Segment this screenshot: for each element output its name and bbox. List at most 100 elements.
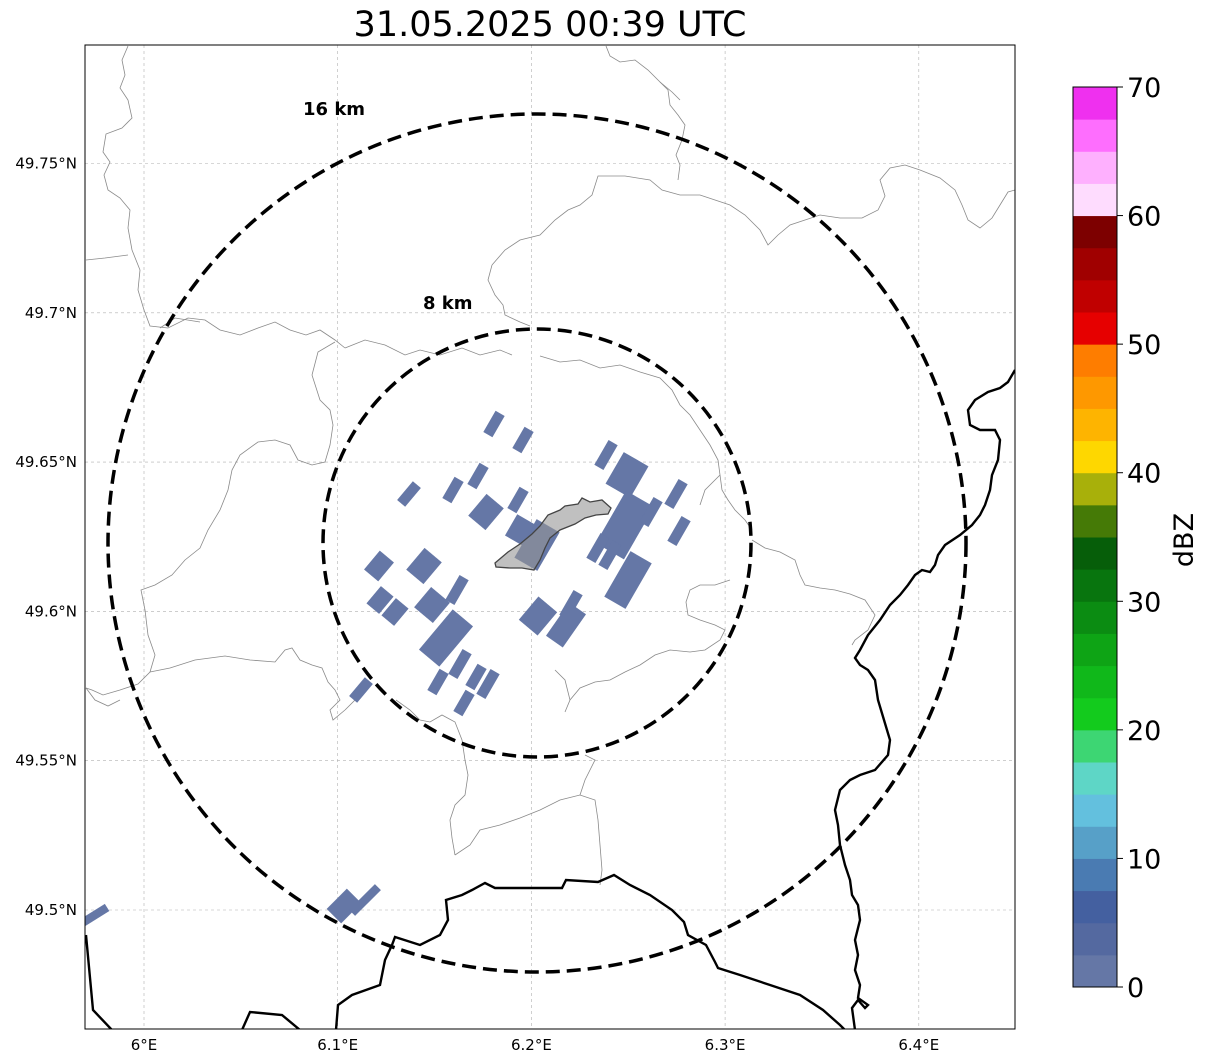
boundary-line — [159, 317, 201, 329]
colorbar-tick-label: 20 — [1127, 716, 1161, 747]
echo-cell — [442, 476, 464, 504]
echo-cell — [545, 602, 587, 648]
colorbar-ticks: 0 10 20 30 40 50 60 70 — [1117, 73, 1161, 1004]
echo-cell — [414, 586, 450, 624]
colorbar-swatch — [1073, 858, 1117, 892]
colorbar-swatch — [1073, 247, 1117, 281]
boundary-line — [564, 579, 731, 713]
colorbar-swatch — [1073, 312, 1117, 345]
colorbar-tick-label: 70 — [1127, 73, 1161, 104]
range-rings — [106, 112, 968, 974]
echo-cell — [483, 410, 505, 438]
colorbar-swatch — [1073, 504, 1117, 538]
echo-cell — [453, 689, 475, 717]
echo-cell — [468, 493, 504, 531]
echo-cell — [507, 486, 529, 514]
y-axis-ticks: 49.5°N 49.55°N 49.6°N 49.65°N 49.7°N 49.75°N — [15, 155, 77, 920]
echo-cell — [598, 540, 622, 570]
echo-cell — [366, 586, 394, 614]
colorbar-swatch — [1073, 183, 1117, 217]
colorbar-swatch — [1073, 472, 1117, 506]
echo-cell — [586, 533, 610, 563]
x-tick-label: 6.1°E — [317, 1036, 358, 1054]
echo-cell — [594, 440, 618, 470]
x-tick-label: 6.2°E — [511, 1036, 552, 1054]
radar-echoes — [85, 410, 691, 927]
boundary-line — [699, 474, 721, 506]
boundary-line — [85, 254, 129, 261]
gridlines — [85, 45, 1015, 1029]
x-tick-label: 6°E — [131, 1036, 158, 1054]
boundary-line — [487, 264, 531, 327]
border-line — [334, 873, 846, 1029]
x-tick-label: 6.4°E — [898, 1036, 939, 1054]
colorbar-swatch — [1073, 376, 1117, 409]
border-line — [241, 1010, 301, 1029]
colorbar-tick-label: 50 — [1127, 330, 1161, 361]
echo-cell — [349, 884, 381, 916]
colorbar-swatch — [1073, 954, 1117, 988]
colorbar-swatch — [1073, 440, 1117, 474]
echo-cell — [639, 497, 663, 527]
boundary-line — [491, 164, 1015, 266]
boundary-line — [659, 81, 681, 101]
boundary-line — [554, 669, 571, 701]
figure-title: 31.05.2025 00:39 UTC — [353, 5, 747, 45]
boundary-line — [539, 355, 753, 531]
boundary-line — [454, 794, 603, 886]
y-tick-label: 49.5°N — [25, 901, 77, 919]
ring-8km — [321, 327, 753, 759]
colorbar-swatch — [1073, 279, 1117, 313]
echo-cell — [381, 598, 409, 626]
colorbar-swatch — [1073, 826, 1117, 859]
boundary-line — [344, 339, 513, 356]
echo-cell — [664, 479, 688, 509]
y-tick-label: 49.55°N — [15, 752, 77, 770]
echo-cell — [406, 547, 442, 585]
colorbar-swatch — [1073, 215, 1117, 249]
y-tick-label: 49.75°N — [15, 155, 77, 173]
colorbar-tick-label: 60 — [1127, 202, 1161, 233]
colorbar-swatch — [1073, 665, 1117, 699]
echo-cell — [465, 663, 487, 691]
colorbar — [1072, 86, 1118, 988]
ring-16km — [106, 112, 968, 974]
echo-cell — [364, 550, 394, 582]
country-borders — [85, 369, 1015, 1029]
boundary-line — [395, 699, 469, 856]
colorbar-swatch — [1073, 344, 1117, 377]
x-tick-label: 6.3°E — [705, 1036, 746, 1054]
echo-cell — [349, 677, 373, 703]
echo-cell — [418, 609, 474, 667]
border-line — [85, 934, 113, 1029]
colorbar-swatch — [1073, 87, 1117, 120]
colorbar-swatch — [1073, 151, 1117, 184]
boundary-line — [579, 754, 596, 796]
echo-cell — [467, 462, 489, 490]
ring-label-8km: 8 km — [423, 293, 473, 314]
colorbar-swatch — [1073, 119, 1117, 152]
colorbar-swatch — [1073, 569, 1117, 602]
echo-cell — [476, 669, 500, 699]
colorbar-tick-label: 0 — [1127, 973, 1144, 1004]
y-tick-label: 49.7°N — [25, 304, 77, 322]
city-outline — [494, 497, 612, 571]
echo-cell — [604, 551, 652, 609]
echo-cell — [667, 516, 691, 546]
echo-cell — [427, 668, 449, 696]
echo-cell — [448, 649, 472, 679]
boundary-line — [751, 539, 876, 646]
boundary-line — [149, 647, 346, 721]
colorbar-swatch — [1073, 762, 1117, 795]
echo-cell — [518, 596, 558, 636]
echo-cell — [326, 888, 362, 924]
boundary-line — [311, 341, 336, 376]
colorbar-swatch — [1073, 729, 1117, 763]
colorbar-tick-label: 30 — [1127, 587, 1161, 618]
colorbar-swatch — [1073, 890, 1117, 924]
boundary-line — [102, 45, 346, 349]
echo-cell — [397, 481, 421, 507]
colorbar-frame — [1072, 86, 1118, 988]
colorbar-swatch — [1073, 697, 1117, 731]
